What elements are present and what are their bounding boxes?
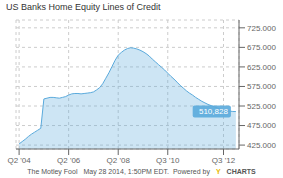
svg-text:725.000: 725.000 <box>247 24 275 33</box>
svg-text:Q3 '12: Q3 '12 <box>212 156 236 165</box>
svg-text:575.000: 575.000 <box>247 82 275 91</box>
svg-text:425.000: 425.000 <box>247 141 275 150</box>
html-text:May 28 2014, 1:50PM EDT. Power: May 28 2014, 1:50PM EDT. Powered by <box>83 168 210 175</box>
html-text:CHARTS: CHARTS <box>226 168 256 175</box>
html-text:Y: Y <box>215 168 221 175</box>
svg-text:Q2 '06: Q2 '06 <box>57 156 81 165</box>
html-text:The Motley Fool: The Motley Fool <box>27 168 78 175</box>
svg-text:Q2 '08: Q2 '08 <box>107 156 131 165</box>
svg-text:675.000: 675.000 <box>247 43 275 52</box>
svg-text:Q2 '04: Q2 '04 <box>8 156 31 165</box>
svg-text:525.000: 525.000 <box>247 102 275 111</box>
html-text:US Banks Home Equity Lines of: US Banks Home Equity Lines of Credit <box>6 2 161 12</box>
svg-text:Q3 '10: Q3 '10 <box>156 156 180 165</box>
svg-text:510,828: 510,828 <box>199 107 228 116</box>
svg-text:475.000: 475.000 <box>247 121 275 130</box>
svg-text:625.000: 625.000 <box>247 63 275 72</box>
